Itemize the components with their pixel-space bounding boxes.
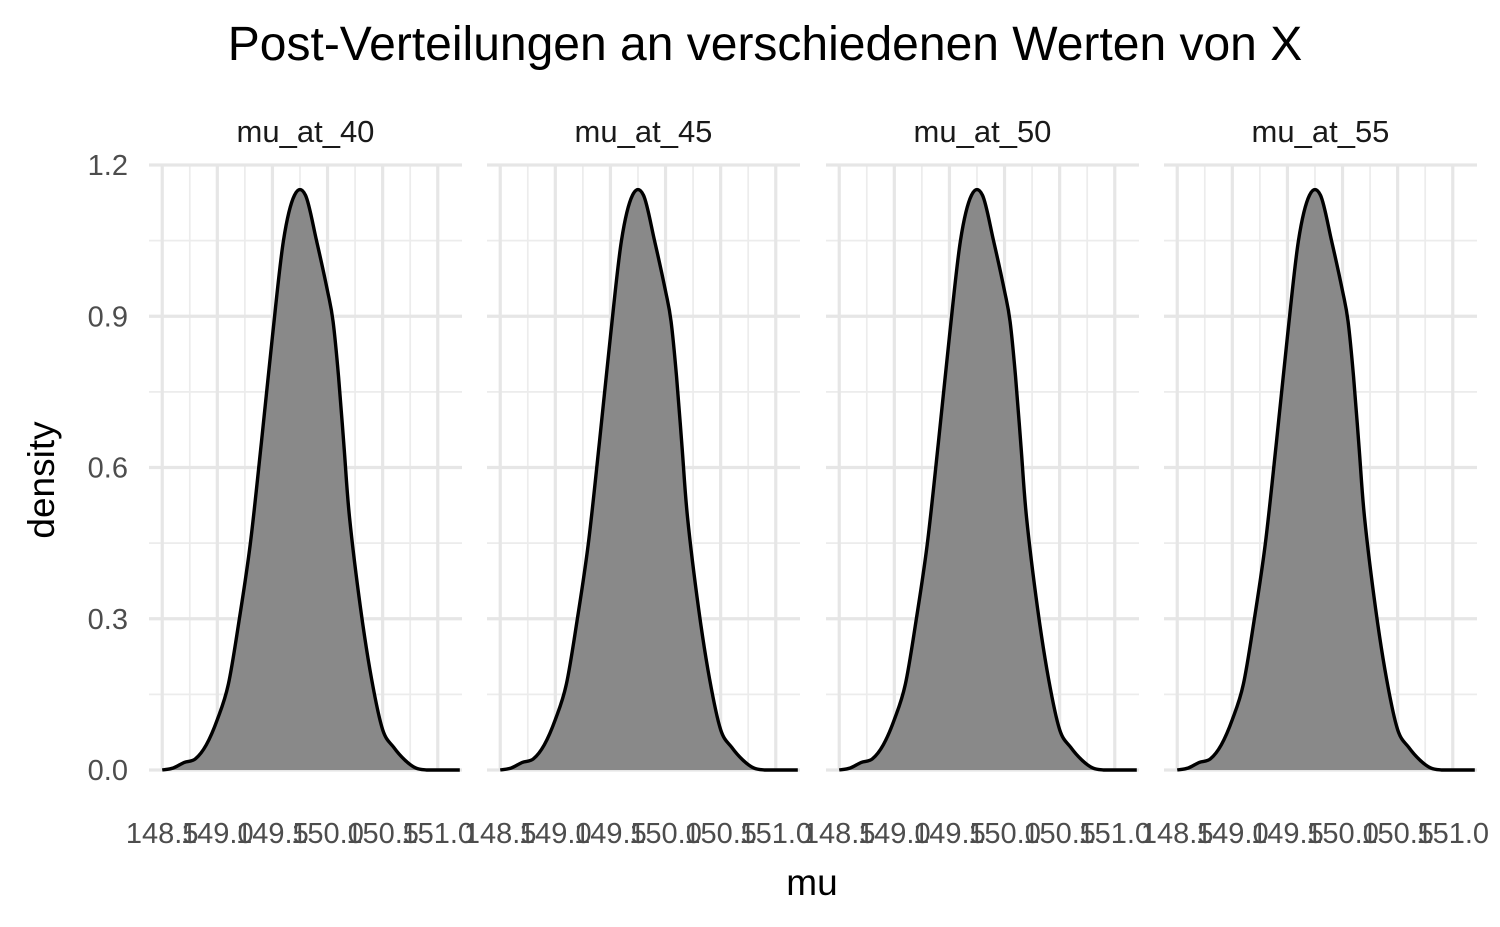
plot-area: mu_at_40148.5149.0149.5150.0150.5151.0mu… <box>88 114 1489 850</box>
y-tick-label: 0.9 <box>88 301 128 333</box>
x-tick-label: 150.5 <box>346 818 419 850</box>
x-tick-label: 150.0 <box>629 818 702 850</box>
x-tick-label: 150.0 <box>1306 818 1379 850</box>
x-tick-label: 148.5 <box>1141 818 1214 850</box>
facet-strip-label: mu_at_50 <box>914 114 1052 149</box>
y-tick-label: 0.6 <box>88 453 128 485</box>
x-tick-label: 150.0 <box>968 818 1041 850</box>
x-axis-title: mu <box>786 862 837 903</box>
x-tick-label: 149.0 <box>519 818 592 850</box>
x-tick-label: 149.0 <box>181 818 254 850</box>
x-tick-label: 151.0 <box>1416 818 1489 850</box>
x-tick-label: 149.5 <box>1251 818 1324 850</box>
x-tick-label: 148.5 <box>464 818 537 850</box>
x-tick-label: 149.5 <box>574 818 647 850</box>
x-tick-label: 148.5 <box>126 818 199 850</box>
x-tick-label: 149.0 <box>858 818 931 850</box>
x-tick-label: 150.5 <box>1361 818 1434 850</box>
x-tick-label: 150.5 <box>684 818 757 850</box>
x-tick-label: 149.5 <box>236 818 309 850</box>
chart-title: Post-Verteilungen an verschiedenen Werte… <box>228 18 1302 71</box>
y-tick-label: 0.0 <box>88 755 128 787</box>
y-tick-label: 1.2 <box>88 150 128 182</box>
density-area <box>161 187 460 772</box>
y-axis-title: density <box>21 421 62 539</box>
x-tick-label: 151.0 <box>739 818 812 850</box>
density-area <box>499 187 798 772</box>
x-tick-label: 149.5 <box>913 818 986 850</box>
x-tick-label: 150.5 <box>1023 818 1096 850</box>
x-tick-label: 151.0 <box>1078 818 1151 850</box>
facet-strip-label: mu_at_55 <box>1252 114 1390 149</box>
density-area <box>838 187 1137 772</box>
facet-strip-label: mu_at_45 <box>575 114 713 149</box>
density-area <box>1176 187 1475 772</box>
x-tick-label: 151.0 <box>401 818 474 850</box>
x-tick-label: 150.0 <box>291 818 364 850</box>
x-tick-label: 149.0 <box>1196 818 1269 850</box>
y-tick-label: 0.3 <box>88 604 128 636</box>
facet-strip-label: mu_at_40 <box>237 114 375 149</box>
x-tick-label: 148.5 <box>803 818 876 850</box>
